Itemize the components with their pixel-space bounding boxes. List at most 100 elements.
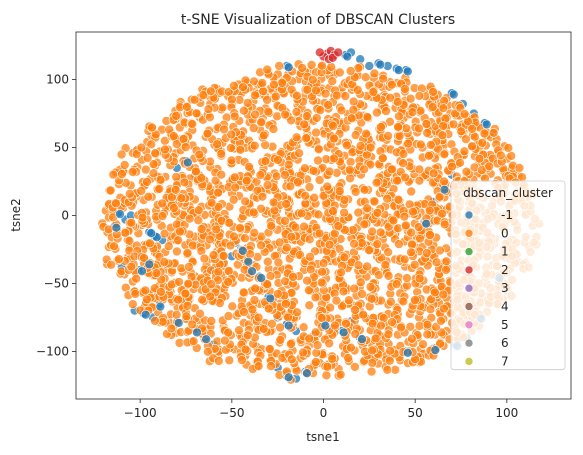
y-tick-label: 100: [46, 73, 69, 87]
data-point-cluster-0: [355, 141, 366, 151]
legend-marker: [464, 229, 474, 238]
data-point-cluster-0: [304, 300, 315, 311]
data-point-cluster-0: [291, 132, 302, 143]
data-point-cluster-0: [266, 361, 276, 371]
data-point-cluster-0: [428, 87, 438, 97]
data-point-cluster-0: [365, 142, 376, 153]
legend-label: 7: [501, 354, 509, 368]
data-point-cluster-0: [359, 219, 370, 230]
data-point-cluster-0: [368, 87, 379, 97]
data-point-cluster-0: [302, 275, 312, 286]
data-point-cluster-0: [408, 206, 418, 217]
data-point-cluster-0: [385, 93, 396, 103]
data-point-cluster-0: [467, 124, 477, 134]
data-point-cluster-0: [314, 228, 325, 239]
data-point-cluster-neg1: [283, 320, 294, 331]
data-point-cluster-0: [227, 301, 238, 312]
data-point-cluster-0: [409, 259, 420, 270]
data-point-cluster-neg1: [111, 222, 122, 233]
data-point-cluster-0: [439, 219, 450, 230]
data-point-cluster-neg1: [375, 59, 386, 70]
data-point-cluster-0: [369, 196, 380, 207]
data-point-cluster-0: [296, 208, 307, 219]
data-point-cluster-0: [311, 113, 322, 123]
data-point-cluster-0: [318, 258, 329, 269]
data-point-cluster-0: [405, 93, 416, 104]
data-point-cluster-0: [339, 195, 350, 205]
data-point-cluster-0: [235, 145, 246, 155]
data-point-cluster-0: [148, 168, 159, 178]
data-point-cluster-0: [286, 354, 297, 365]
data-point-cluster-0: [143, 192, 154, 202]
data-point-cluster-0: [141, 164, 151, 175]
legend-marker: [464, 210, 474, 220]
data-point-cluster-0: [182, 248, 193, 258]
data-point-cluster-0: [360, 72, 371, 82]
data-point-cluster-0: [403, 138, 413, 149]
data-point-cluster-0: [328, 121, 338, 131]
data-point-cluster-0: [203, 346, 213, 357]
data-point-cluster-0: [286, 115, 296, 126]
data-point-cluster-0: [253, 312, 264, 323]
data-point-cluster-0: [477, 138, 488, 148]
data-point-cluster-0: [307, 74, 318, 85]
data-point-cluster-0: [394, 131, 405, 141]
data-point-cluster-0: [362, 203, 373, 214]
data-point-cluster-0: [324, 239, 335, 250]
data-point-cluster-0: [366, 293, 377, 304]
data-point-cluster-0: [375, 227, 386, 238]
data-point-cluster-neg1: [137, 266, 147, 277]
data-point-cluster-0: [263, 303, 274, 314]
data-point-cluster-0: [189, 95, 200, 105]
data-point-cluster-0: [286, 339, 296, 349]
data-point-cluster-0: [414, 321, 425, 331]
data-point-cluster-0: [298, 322, 309, 333]
data-point-cluster-0: [226, 143, 236, 153]
data-point-cluster-0: [172, 246, 182, 257]
data-point-cluster-0: [311, 85, 321, 96]
data-point-cluster-0: [226, 155, 237, 166]
data-point-cluster-0: [183, 278, 194, 289]
data-point-cluster-0: [350, 329, 361, 339]
data-point-cluster-neg1: [448, 89, 459, 100]
data-point-cluster-neg1: [320, 320, 331, 331]
data-point-cluster-0: [271, 171, 282, 182]
data-point-cluster-0: [253, 361, 264, 372]
data-point-cluster-0: [235, 223, 245, 233]
data-point-cluster-0: [301, 133, 311, 143]
data-point-cluster-0: [459, 109, 470, 119]
data-point-cluster-0: [400, 84, 410, 94]
data-point-cluster-0: [421, 248, 432, 258]
data-point-cluster-neg1: [364, 61, 375, 71]
data-point-cluster-0: [203, 104, 214, 114]
data-point-cluster-0: [131, 149, 142, 159]
legend-marker: [464, 357, 474, 366]
data-point-cluster-0: [322, 181, 333, 192]
data-point-cluster-0: [325, 302, 336, 313]
data-point-cluster-0: [339, 207, 349, 218]
legend: dbscan_cluster -1 0 1 2 3 4 5 6 7: [450, 180, 566, 371]
data-point-cluster-0: [344, 295, 354, 306]
data-point-cluster-0: [286, 84, 297, 95]
data-point-cluster-0: [267, 318, 277, 329]
data-point-cluster-0: [230, 172, 240, 183]
data-point-cluster-0: [333, 221, 344, 231]
data-point-cluster-0: [441, 265, 451, 275]
data-point-cluster-0: [120, 228, 131, 238]
data-point-cluster-0: [173, 294, 183, 305]
data-point-cluster-0: [352, 85, 363, 95]
data-point-cluster-0: [313, 209, 324, 220]
data-point-cluster-0: [349, 239, 359, 249]
data-point-cluster-0: [273, 257, 284, 268]
data-point-cluster-0: [213, 267, 224, 277]
data-point-cluster-neg1: [265, 293, 276, 304]
data-point-cluster-0: [308, 166, 319, 176]
data-point-cluster-0: [184, 262, 194, 272]
data-point-cluster-0: [195, 308, 205, 319]
data-point-cluster-0: [422, 319, 433, 330]
data-point-cluster-0: [364, 245, 374, 255]
data-point-cluster-0: [304, 333, 315, 344]
data-point-cluster-0: [242, 98, 253, 108]
data-point-cluster-0: [147, 122, 157, 133]
data-point-cluster-0: [283, 312, 293, 323]
